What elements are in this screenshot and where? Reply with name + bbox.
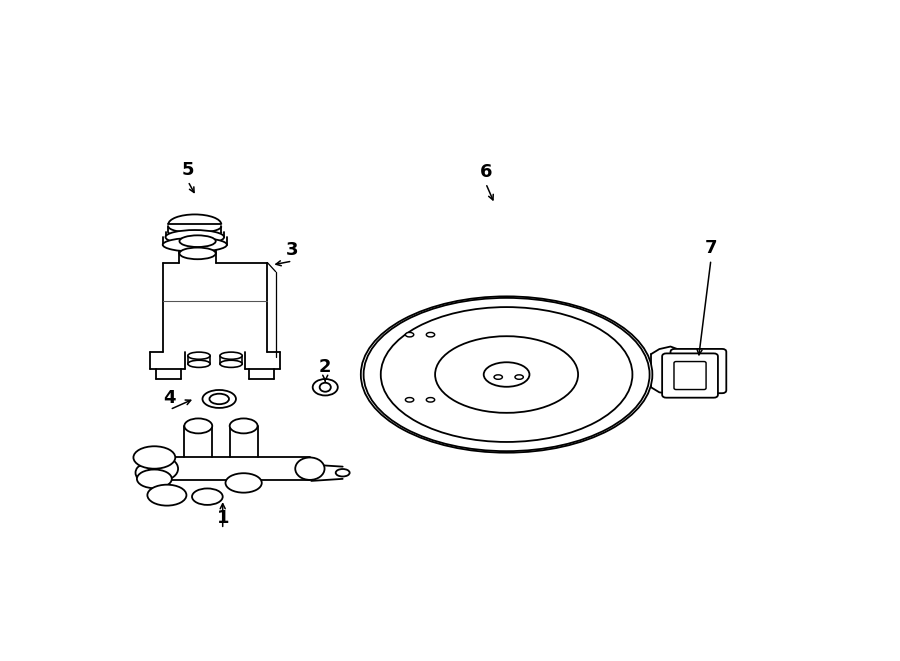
Ellipse shape bbox=[364, 298, 650, 451]
Ellipse shape bbox=[381, 307, 633, 442]
Ellipse shape bbox=[435, 336, 578, 413]
Ellipse shape bbox=[427, 332, 435, 337]
Ellipse shape bbox=[210, 394, 229, 404]
Ellipse shape bbox=[230, 418, 257, 434]
Ellipse shape bbox=[672, 367, 685, 374]
Ellipse shape bbox=[336, 469, 349, 477]
Ellipse shape bbox=[179, 235, 216, 247]
Ellipse shape bbox=[133, 446, 176, 469]
Ellipse shape bbox=[136, 465, 149, 481]
Ellipse shape bbox=[494, 375, 502, 379]
Text: 7: 7 bbox=[705, 239, 717, 257]
Text: 6: 6 bbox=[480, 163, 492, 181]
Text: 4: 4 bbox=[164, 389, 176, 407]
Ellipse shape bbox=[192, 488, 222, 505]
Ellipse shape bbox=[188, 352, 211, 360]
Ellipse shape bbox=[483, 362, 529, 387]
Text: 5: 5 bbox=[182, 161, 194, 179]
Ellipse shape bbox=[405, 397, 414, 402]
Ellipse shape bbox=[220, 360, 242, 368]
Ellipse shape bbox=[166, 230, 224, 244]
FancyBboxPatch shape bbox=[674, 362, 706, 389]
Ellipse shape bbox=[684, 373, 696, 379]
Ellipse shape bbox=[148, 485, 186, 506]
Text: 1: 1 bbox=[217, 509, 229, 527]
Ellipse shape bbox=[137, 469, 172, 488]
Ellipse shape bbox=[361, 296, 652, 453]
Ellipse shape bbox=[179, 248, 216, 259]
Ellipse shape bbox=[202, 390, 236, 408]
Ellipse shape bbox=[188, 360, 211, 368]
Ellipse shape bbox=[220, 352, 242, 360]
Ellipse shape bbox=[312, 379, 338, 395]
Ellipse shape bbox=[320, 383, 331, 392]
Text: 2: 2 bbox=[319, 358, 331, 376]
Ellipse shape bbox=[163, 238, 227, 252]
Ellipse shape bbox=[405, 332, 414, 337]
FancyBboxPatch shape bbox=[670, 349, 726, 393]
Ellipse shape bbox=[148, 457, 178, 480]
Text: 3: 3 bbox=[286, 241, 299, 259]
FancyBboxPatch shape bbox=[662, 354, 718, 398]
Ellipse shape bbox=[515, 375, 523, 379]
Ellipse shape bbox=[427, 397, 435, 402]
Ellipse shape bbox=[226, 473, 262, 492]
Ellipse shape bbox=[295, 457, 325, 480]
Ellipse shape bbox=[184, 418, 212, 434]
